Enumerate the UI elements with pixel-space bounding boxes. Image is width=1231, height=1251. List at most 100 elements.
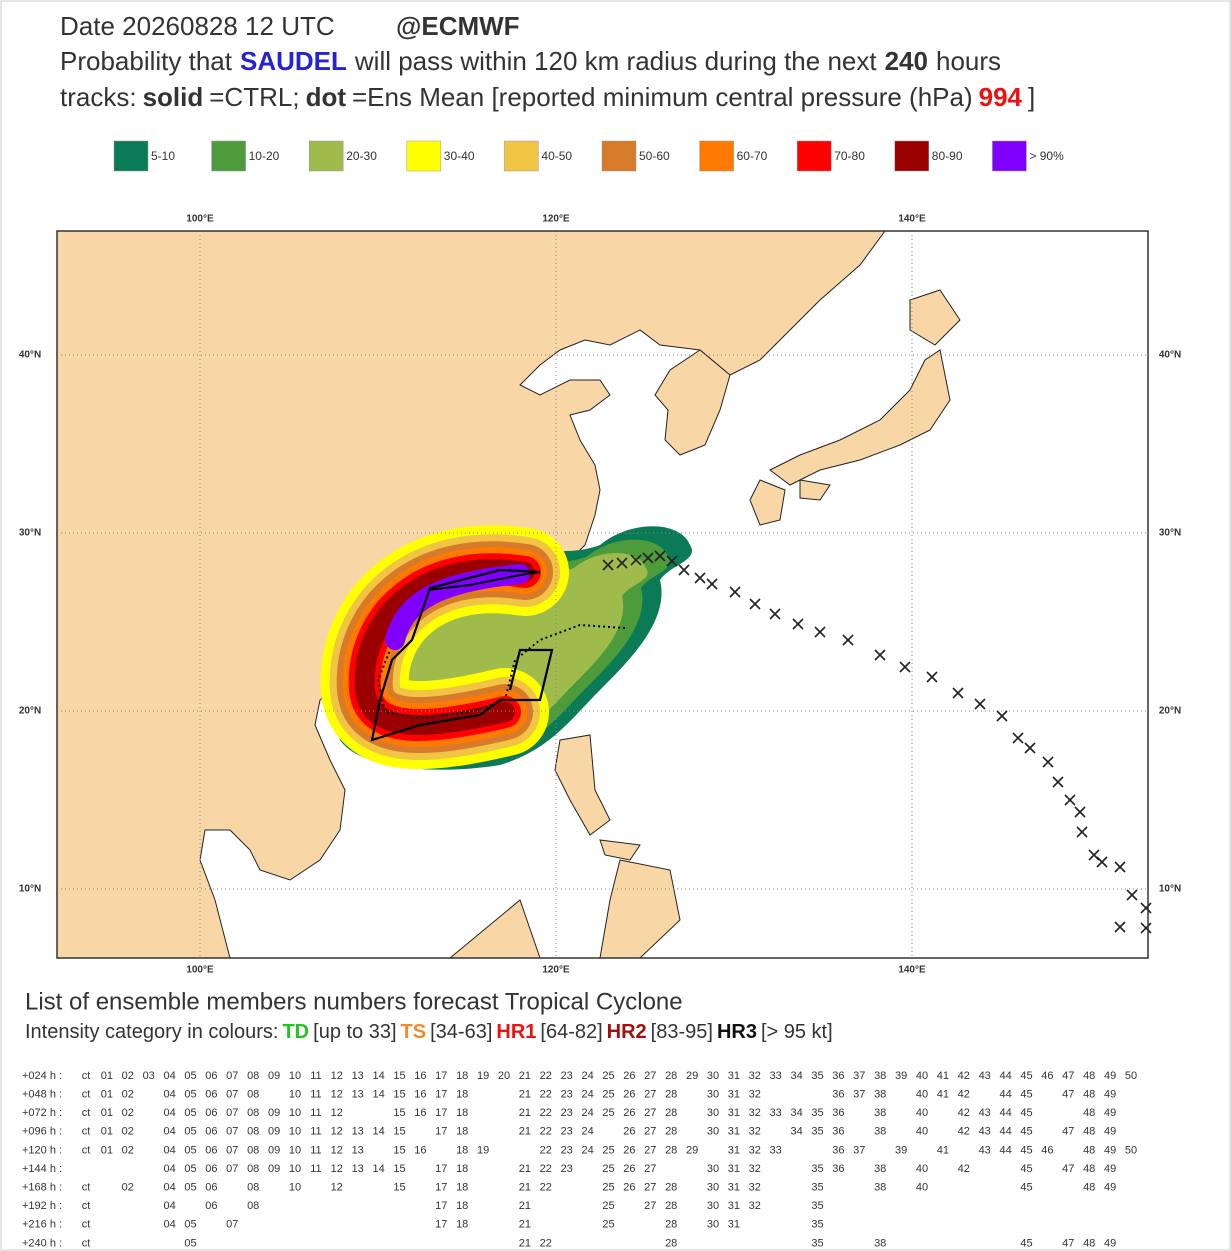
- member-number: 30: [707, 1126, 719, 1138]
- track-cross: [996, 710, 1008, 722]
- track-cross: [1140, 922, 1152, 934]
- member-number: 31: [728, 1219, 740, 1231]
- control-track: [370, 568, 554, 742]
- member-number: 18: [456, 1089, 468, 1101]
- member-number: 47: [1062, 1089, 1074, 1101]
- member-number: 04: [163, 1107, 175, 1119]
- member-number: 15: [393, 1107, 405, 1119]
- row-label: +096 h :: [22, 1126, 62, 1138]
- legend-swatch: [113, 140, 149, 172]
- member-number: 48: [1083, 1182, 1095, 1194]
- member-number: 27: [644, 1144, 656, 1156]
- member-number: 48: [1083, 1070, 1095, 1082]
- member-number: 15: [393, 1089, 405, 1101]
- text-part: 240: [885, 46, 928, 76]
- member-number: 42: [958, 1089, 970, 1101]
- member-number: 25: [602, 1200, 614, 1212]
- map: [56, 230, 1152, 959]
- member-number: 32: [749, 1126, 761, 1138]
- track-cross: [694, 572, 706, 584]
- text-part: dot: [306, 82, 347, 112]
- member-number: 49: [1104, 1089, 1116, 1101]
- member-number: 08: [247, 1089, 259, 1101]
- member-number: 35: [811, 1163, 823, 1175]
- track-cross: [974, 698, 986, 710]
- row-label: +120 h :: [22, 1144, 62, 1156]
- member-number: 15: [393, 1182, 405, 1194]
- member-number: 07: [226, 1219, 238, 1231]
- text-part: Intensity category in colours:: [25, 1021, 278, 1043]
- text-part: =CTRL;: [209, 82, 299, 112]
- member-number: 12: [331, 1182, 343, 1194]
- member-number: 02: [122, 1182, 134, 1194]
- member-number: 41: [937, 1070, 949, 1082]
- member-number: 13: [352, 1144, 364, 1156]
- lat-label: 20°N: [19, 706, 41, 717]
- member-number: 17: [435, 1163, 447, 1175]
- legend-swatch: [601, 140, 637, 172]
- member-number: 13: [352, 1126, 364, 1138]
- member-number: 50: [1125, 1144, 1137, 1156]
- track-cross: [1052, 776, 1064, 788]
- member-number: 04: [163, 1163, 175, 1175]
- member-number: ct: [82, 1107, 91, 1119]
- member-number: 01: [101, 1144, 113, 1156]
- member-number: 04: [163, 1070, 175, 1082]
- member-number: 36: [832, 1089, 844, 1101]
- member-number: 32: [749, 1200, 761, 1212]
- member-number: 35: [811, 1237, 823, 1249]
- member-number: 49: [1104, 1107, 1116, 1119]
- tracks-note: tracks: solid =CTRL; dot =Ens Mean [reported…: [60, 82, 1035, 112]
- member-number: 40: [916, 1163, 928, 1175]
- member-number: 49: [1104, 1237, 1116, 1249]
- member-number: 04: [163, 1144, 175, 1156]
- member-number: 36: [832, 1070, 844, 1082]
- row-label: +192 h :: [22, 1200, 62, 1212]
- member-number: 25: [602, 1107, 614, 1119]
- member-number: 30: [707, 1182, 719, 1194]
- member-number: 23: [561, 1163, 573, 1175]
- member-number: 09: [268, 1070, 280, 1082]
- member-number: 44: [999, 1107, 1011, 1119]
- track-cross: [1140, 902, 1152, 914]
- member-number: 29: [686, 1144, 698, 1156]
- member-number: 26: [623, 1144, 635, 1156]
- member-number: 45: [1020, 1089, 1032, 1101]
- member-number: 10: [289, 1182, 301, 1194]
- member-number: 43: [979, 1144, 991, 1156]
- member-number: 08: [247, 1126, 259, 1138]
- member-number: 29: [686, 1070, 698, 1082]
- member-number: 37: [853, 1144, 865, 1156]
- text-part: [> 95 kt]: [761, 1021, 833, 1043]
- subtitle: Probability that SAUDEL will pass within 1…: [60, 46, 1001, 76]
- member-number: 45: [1020, 1070, 1032, 1082]
- member-number: 05: [184, 1070, 196, 1082]
- text-part: will pass within 120 km radius during th…: [354, 46, 877, 76]
- member-number: 27: [644, 1126, 656, 1138]
- member-number: 07: [226, 1089, 238, 1101]
- member-number: 17: [435, 1219, 447, 1231]
- member-number: 32: [749, 1070, 761, 1082]
- member-number: 26: [623, 1163, 635, 1175]
- date: Date 20260828 12 UTC: [60, 11, 335, 41]
- member-number: 37: [853, 1070, 865, 1082]
- member-number: 34: [790, 1070, 802, 1082]
- member-number: 23: [561, 1089, 573, 1101]
- member-number: 48: [1083, 1163, 1095, 1175]
- member-number: 35: [811, 1107, 823, 1119]
- member-number: 44: [999, 1070, 1011, 1082]
- track-cross: [616, 557, 628, 569]
- member-number: 23: [561, 1144, 573, 1156]
- member-number: 17: [435, 1200, 447, 1212]
- member-number: 25: [602, 1089, 614, 1101]
- lat-label: 10°N: [1159, 884, 1181, 895]
- member-number: 41: [937, 1089, 949, 1101]
- member-number: 34: [790, 1126, 802, 1138]
- member-number: 02: [122, 1107, 134, 1119]
- member-number: 12: [331, 1126, 343, 1138]
- member-number: 22: [540, 1237, 552, 1249]
- member-number: 49: [1104, 1163, 1116, 1175]
- probability-areas: [320, 525, 693, 770]
- member-number: 07: [226, 1126, 238, 1138]
- member-number: 36: [832, 1126, 844, 1138]
